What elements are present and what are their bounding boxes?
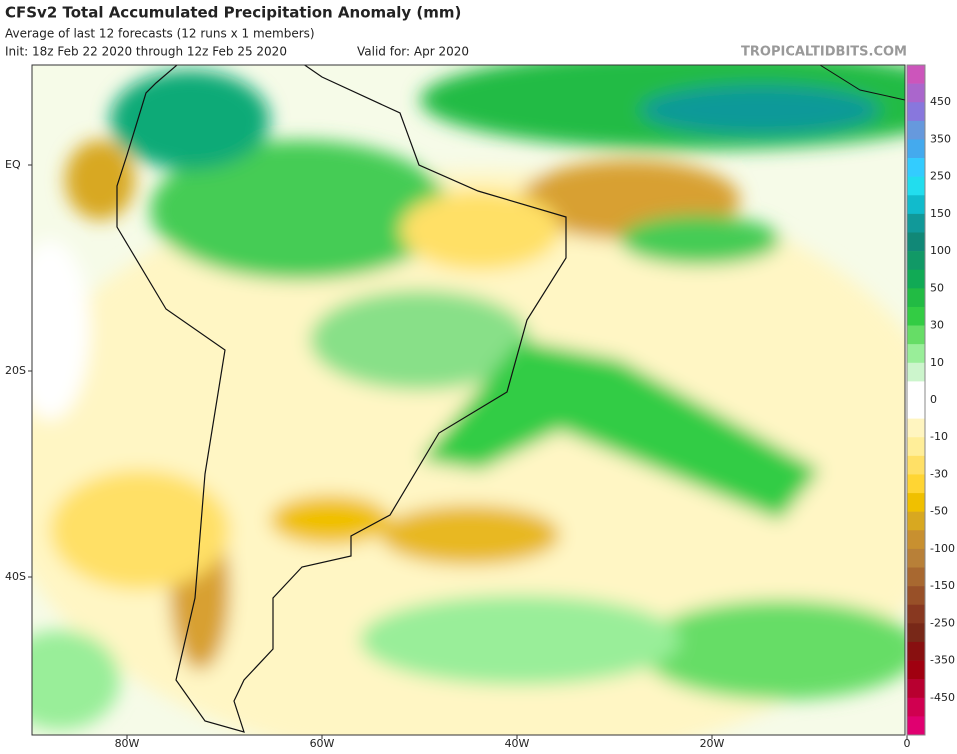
color-swatch: [907, 120, 925, 140]
credit: TROPICALTIDBITS.COM: [741, 45, 907, 60]
colorbar-label: 0: [930, 393, 937, 406]
color-swatch: [907, 474, 925, 494]
colorbar-label: 450: [930, 95, 951, 108]
colorbar-label: -350: [930, 654, 955, 667]
colorbar-label: 350: [930, 132, 951, 145]
wet-area: [150, 140, 450, 280]
color-swatch: [907, 102, 925, 122]
colorbar-label: 250: [930, 170, 951, 183]
colorbar-label: -30: [930, 467, 948, 480]
dry-area: [400, 190, 560, 270]
dry-area: [380, 505, 560, 565]
color-swatch: [907, 232, 925, 252]
color-swatch: [907, 567, 925, 587]
color-swatch: [907, 418, 925, 438]
lat-label: 20S: [5, 364, 26, 377]
dry-area: [50, 470, 230, 590]
color-swatch: [907, 623, 925, 643]
colorbar-label: 100: [930, 244, 951, 257]
color-swatch: [907, 251, 925, 271]
color-swatch: [907, 400, 925, 419]
colorbar-label: 10: [930, 356, 944, 369]
wet-area: [32, 630, 120, 730]
color-swatch: [907, 139, 925, 159]
colorbar-label: -450: [930, 691, 955, 704]
init-time: Init: 18z Feb 22 2020 through 12z Feb 25…: [5, 45, 287, 59]
colorbar-label: 50: [930, 281, 944, 294]
color-swatch: [907, 288, 925, 308]
wet-area: [420, 340, 820, 520]
color-swatch: [907, 158, 925, 177]
wet-area: [640, 85, 880, 135]
anomaly-field: [32, 65, 905, 735]
color-swatch: [907, 586, 925, 606]
color-swatch: [907, 604, 925, 624]
color-swatch: [907, 530, 925, 550]
color-swatch: [907, 325, 925, 345]
lat-label: EQ: [5, 158, 21, 171]
color-swatch: [907, 213, 925, 233]
color-swatch: [907, 381, 925, 401]
dry-area: [65, 140, 135, 220]
valid-time: Valid for: Apr 2020: [357, 45, 469, 59]
colorbar-label: 30: [930, 319, 944, 332]
color-swatch: [907, 437, 925, 457]
color-swatch: [907, 511, 925, 531]
lon-label: 40W: [505, 737, 530, 750]
color-swatch: [907, 306, 925, 326]
color-swatch: [907, 65, 925, 84]
colorbar-label: -10: [930, 430, 948, 443]
dry-area: [270, 495, 390, 545]
color-swatch: [907, 195, 925, 215]
map-frame: [31, 64, 906, 736]
lon-label: 60W: [310, 737, 335, 750]
color-swatch: [907, 679, 925, 699]
wet-area: [110, 70, 270, 170]
color-swatch: [907, 83, 925, 103]
axes: EQ 20S 40S 80W 60W 40W 20W 0: [5, 158, 911, 750]
subtitle: Average of last 12 forecasts (12 runs x …: [5, 27, 315, 41]
color-swatch: [907, 176, 925, 196]
neutral-area: [32, 240, 90, 420]
color-swatch: [907, 548, 925, 568]
wet-area: [360, 595, 680, 685]
color-swatch: [907, 362, 925, 382]
lon-label: 0: [904, 737, 911, 750]
color-swatch: [907, 716, 925, 736]
coastline: [819, 65, 905, 101]
lon-label: 20W: [700, 737, 725, 750]
colorbar: 4503502501501005030100-10-30-50-100-150-…: [906, 64, 955, 736]
coastline: [116, 65, 567, 733]
color-swatch: [907, 641, 925, 661]
color-swatch: [907, 344, 925, 364]
colorbar-label: -50: [930, 505, 948, 518]
wet-area: [310, 290, 530, 390]
colorbar-label: -100: [930, 542, 955, 555]
title: CFSv2 Total Accumulated Precipitation An…: [5, 4, 461, 22]
wet-area: [620, 215, 780, 265]
colorbar-label: 150: [930, 207, 951, 220]
color-swatch: [907, 455, 925, 475]
colorbar-frame: [906, 64, 926, 736]
color-swatch: [907, 493, 925, 512]
color-swatch: [907, 269, 925, 289]
colorbar-label: -150: [930, 579, 955, 592]
map: [32, 65, 905, 735]
lat-label: 40S: [5, 570, 26, 583]
color-swatch: [907, 660, 925, 680]
color-swatch: [907, 697, 925, 717]
lon-label: 80W: [115, 737, 140, 750]
wet-area: [640, 600, 905, 700]
colorbar-label: -250: [930, 616, 955, 629]
